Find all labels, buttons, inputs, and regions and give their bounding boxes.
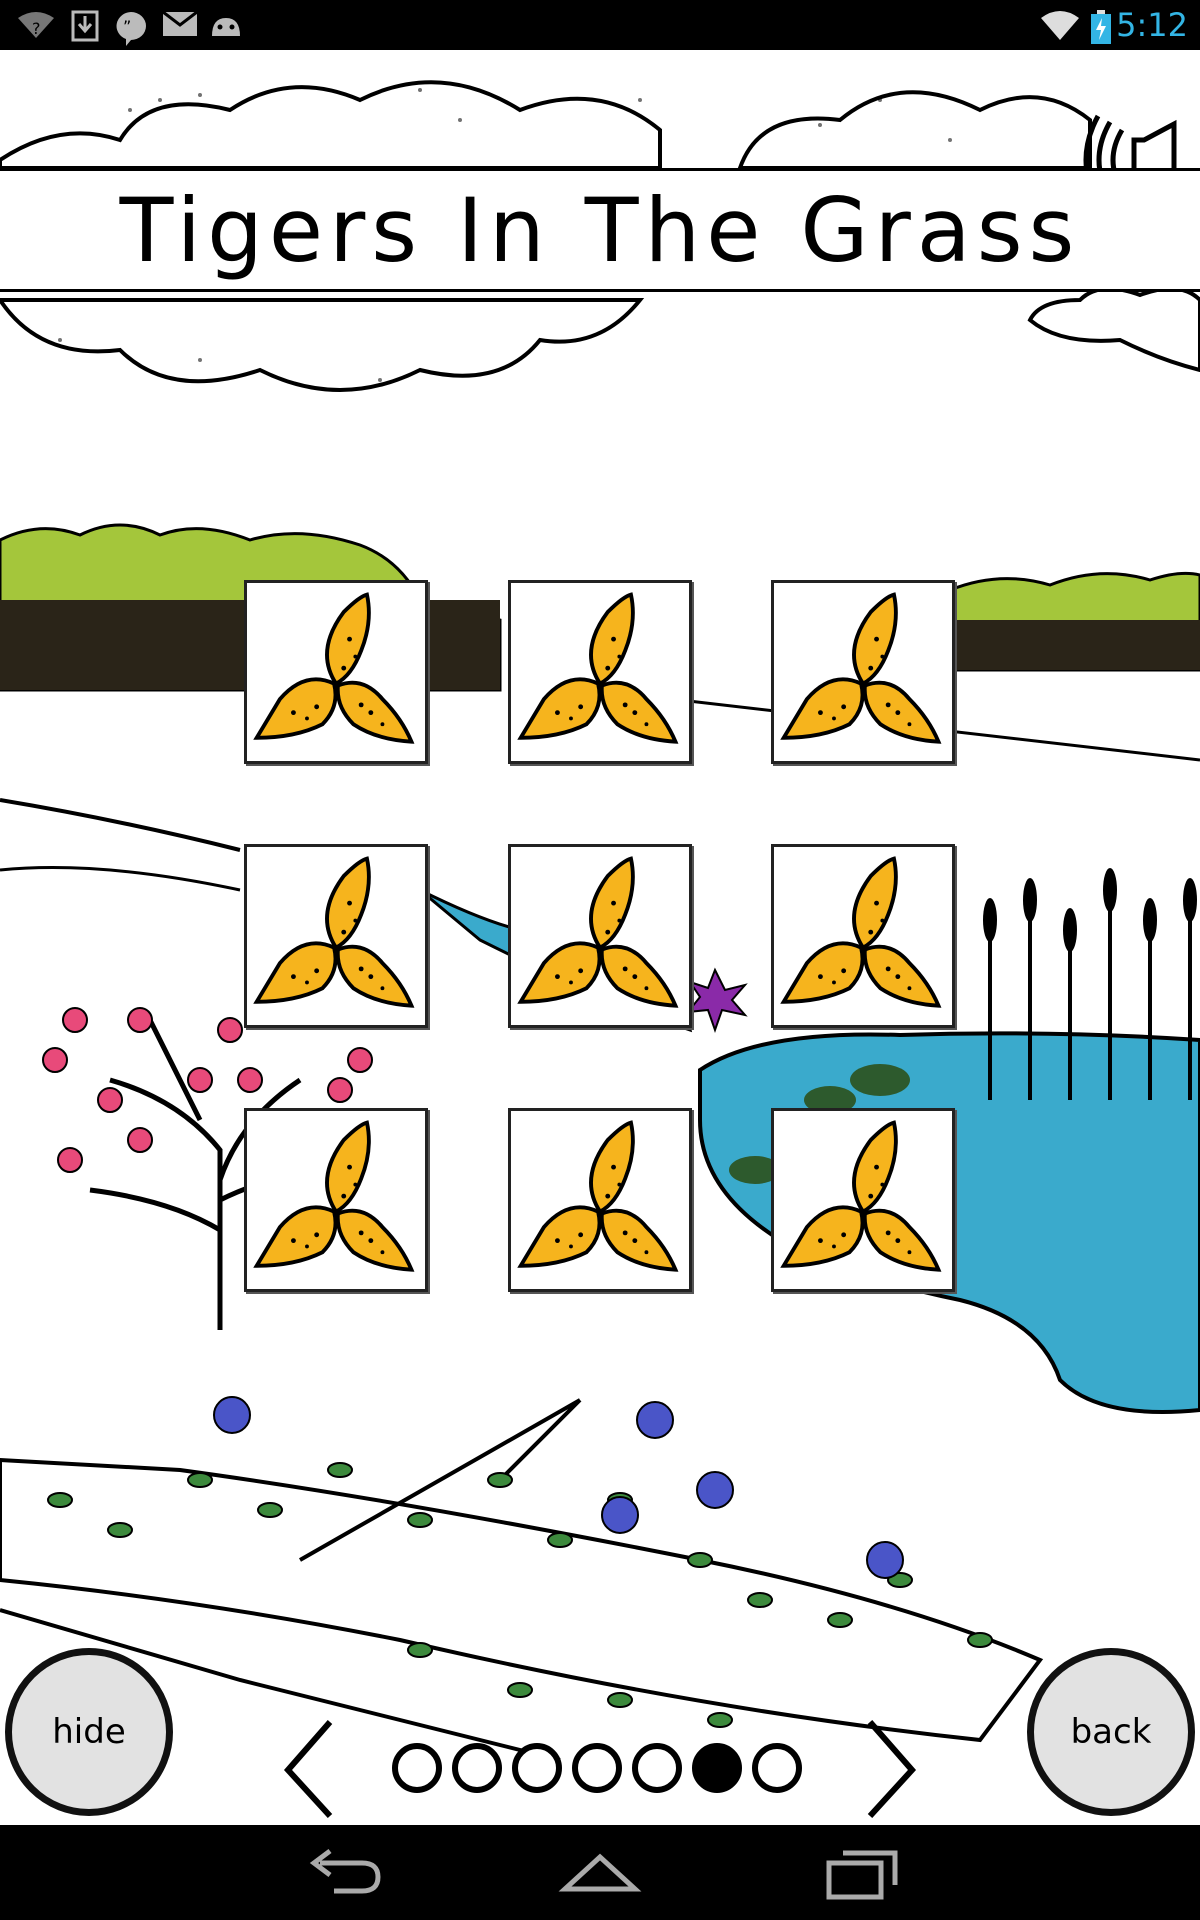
page-indicator bbox=[280, 1710, 920, 1820]
page-dot[interactable] bbox=[572, 1743, 622, 1793]
page-dot-active[interactable] bbox=[692, 1743, 742, 1793]
wifi-icon bbox=[1041, 11, 1079, 40]
orange-leaf-trefoil-icon bbox=[253, 592, 415, 744]
orange-leaf-trefoil-icon bbox=[780, 856, 942, 1008]
orange-leaf-trefoil-icon bbox=[517, 1120, 679, 1272]
memory-card[interactable] bbox=[244, 1108, 428, 1292]
orange-leaf-trefoil-icon bbox=[517, 856, 679, 1008]
page-title: Tigers In The Grass bbox=[119, 178, 1081, 282]
status-bar: ? ” 5:12 bbox=[0, 0, 1200, 50]
cloud bbox=[0, 80, 1200, 392]
hangouts-icon: ” bbox=[116, 12, 146, 46]
memory-card[interactable] bbox=[771, 1108, 955, 1292]
navigation-bar bbox=[0, 1825, 1200, 1920]
chevron-right-icon[interactable] bbox=[860, 1718, 920, 1818]
page-dot[interactable] bbox=[392, 1743, 442, 1793]
back-button-label: back bbox=[1070, 1712, 1152, 1752]
memory-card[interactable] bbox=[244, 580, 428, 764]
memory-card[interactable] bbox=[244, 844, 428, 1028]
memory-card[interactable] bbox=[771, 844, 955, 1028]
memory-card[interactable] bbox=[508, 1108, 692, 1292]
battery-charging-icon bbox=[1091, 10, 1111, 44]
page-dot[interactable] bbox=[452, 1743, 502, 1793]
page-dot[interactable] bbox=[632, 1743, 682, 1793]
recent-apps-icon[interactable] bbox=[815, 1845, 905, 1901]
svg-text:”: ” bbox=[123, 17, 131, 36]
status-time: 5:12 bbox=[1116, 6, 1188, 44]
wifi-question-icon: ? bbox=[18, 12, 54, 38]
memory-card[interactable] bbox=[508, 844, 692, 1028]
orange-leaf-trefoil-icon bbox=[253, 1120, 415, 1272]
orange-leaf-trefoil-icon bbox=[517, 592, 679, 744]
memory-card[interactable] bbox=[508, 580, 692, 764]
android-debug-icon bbox=[212, 18, 240, 36]
page-dot[interactable] bbox=[752, 1743, 802, 1793]
page-dot[interactable] bbox=[512, 1743, 562, 1793]
chevron-left-icon[interactable] bbox=[280, 1718, 340, 1818]
home-icon[interactable] bbox=[555, 1845, 645, 1901]
download-icon bbox=[71, 10, 99, 42]
title-banner: Tigers In The Grass bbox=[0, 168, 1200, 292]
hide-button[interactable]: hide bbox=[5, 1648, 173, 1816]
orange-leaf-trefoil-icon bbox=[780, 592, 942, 744]
back-arrow-icon[interactable] bbox=[300, 1845, 390, 1901]
back-button[interactable]: back bbox=[1027, 1648, 1195, 1816]
hide-button-label: hide bbox=[52, 1712, 126, 1752]
memory-card[interactable] bbox=[771, 580, 955, 764]
email-icon bbox=[162, 10, 198, 36]
svg-text:?: ? bbox=[32, 19, 41, 38]
orange-leaf-trefoil-icon bbox=[780, 1120, 942, 1272]
fallen-log bbox=[0, 1398, 1044, 1762]
orange-leaf-trefoil-icon bbox=[253, 856, 415, 1008]
